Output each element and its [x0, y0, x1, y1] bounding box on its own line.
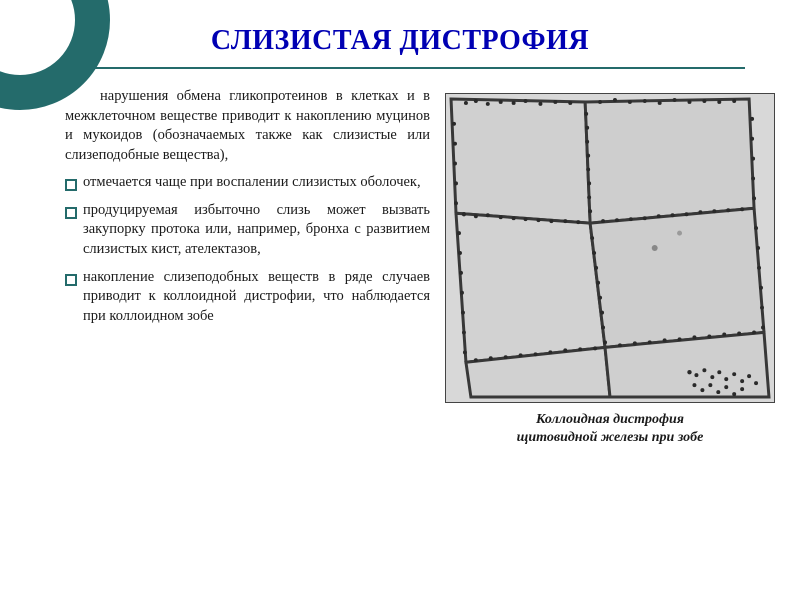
bullet-item: отмечается чаще при воспалении слизистых…	[65, 173, 430, 193]
bullet-item: продуцируемая избыточно слизь может вызв…	[65, 201, 430, 260]
caption-line: щитовидной железы при зобе	[517, 430, 704, 445]
intro-paragraph: нарушения обмена гликопротеинов в клетка…	[65, 87, 430, 165]
slide-container: СЛИЗИСТАЯ ДИСТРОФИЯ нарушения обмена гли…	[0, 0, 800, 600]
slide-title: СЛИЗИСТАЯ ДИСТРОФИЯ	[25, 25, 775, 57]
image-column: Коллоидная дистрофия щитовидной железы п…	[445, 87, 775, 447]
bullet-item: накопление слизеподобных веществ в ряде …	[65, 268, 430, 327]
micrograph-svg	[446, 94, 774, 402]
title-underline	[55, 67, 745, 69]
caption-line: Коллоидная дистрофия	[536, 412, 684, 427]
image-caption: Коллоидная дистрофия щитовидной железы п…	[445, 411, 775, 447]
histology-micrograph	[445, 93, 775, 403]
text-column: нарушения обмена гликопротеинов в клетка…	[25, 87, 430, 447]
content-area: нарушения обмена гликопротеинов в клетка…	[25, 87, 775, 447]
